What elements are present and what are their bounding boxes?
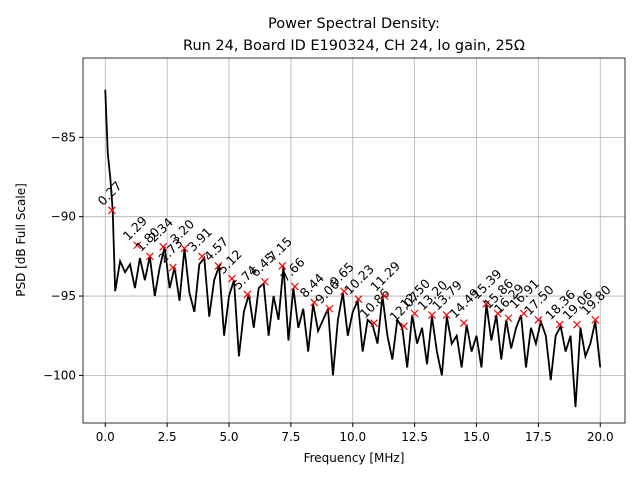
peak-marker xyxy=(519,309,528,318)
peak-marker xyxy=(591,315,600,324)
y-tick-label: −85 xyxy=(51,130,76,144)
peak-marker xyxy=(180,244,189,253)
peak-marker xyxy=(290,282,299,291)
chart-title: Power Spectral Density: xyxy=(268,16,440,32)
peak-marker xyxy=(198,252,206,261)
x-tick-label: 17.5 xyxy=(525,430,552,444)
peak-marker xyxy=(504,314,513,323)
peak-marker xyxy=(534,315,543,324)
peak-marker xyxy=(573,320,581,329)
x-tick-label: 10.0 xyxy=(339,430,366,444)
peak-marker xyxy=(228,274,236,283)
peak-marker xyxy=(108,206,116,215)
peak-marker xyxy=(400,322,408,331)
peak-marker xyxy=(493,309,502,318)
peak-marker xyxy=(354,295,363,304)
x-tick-label: 20.0 xyxy=(587,430,614,444)
peak-marker xyxy=(133,241,142,250)
x-tick-label: 0.0 xyxy=(96,430,115,444)
peak-marker xyxy=(428,311,436,320)
peak-marker xyxy=(380,292,389,300)
peak-label: 0.27 xyxy=(94,178,124,208)
y-tick-label: −95 xyxy=(51,289,76,303)
peak-marker xyxy=(482,300,491,308)
peak-marker xyxy=(159,242,168,251)
x-tick-label: 12.5 xyxy=(401,430,428,444)
chart-subtitle: Run 24, Board ID E190324, CH 24, lo gain… xyxy=(183,38,525,54)
peak-marker xyxy=(410,309,419,318)
plot-frame xyxy=(82,57,626,424)
peak-marker xyxy=(278,261,287,270)
peak-marker xyxy=(459,319,468,327)
y-tick-label: −100 xyxy=(43,368,76,382)
peak-marker xyxy=(555,320,564,329)
y-tick-label: −90 xyxy=(51,210,76,224)
psd-line xyxy=(104,89,602,408)
peak-marker xyxy=(214,261,223,270)
peak-marker xyxy=(243,290,252,299)
peak-marker xyxy=(340,287,349,296)
x-tick-label: 2.5 xyxy=(158,430,177,444)
peak-marker xyxy=(168,263,177,272)
x-axis-label: Frequency [MHz] xyxy=(304,451,405,465)
x-tick-label: 15.0 xyxy=(463,430,490,444)
peak-marker xyxy=(442,311,451,320)
x-tick-label: 5.0 xyxy=(219,430,238,444)
peak-marker xyxy=(325,304,334,313)
peak-marker xyxy=(260,277,269,286)
peak-marker xyxy=(310,298,319,307)
x-tick-label: 7.5 xyxy=(281,430,300,444)
peak-marker xyxy=(145,252,154,261)
y-axis-label: PSD [dB Full Scale] xyxy=(14,183,28,297)
peak-marker xyxy=(370,319,378,327)
